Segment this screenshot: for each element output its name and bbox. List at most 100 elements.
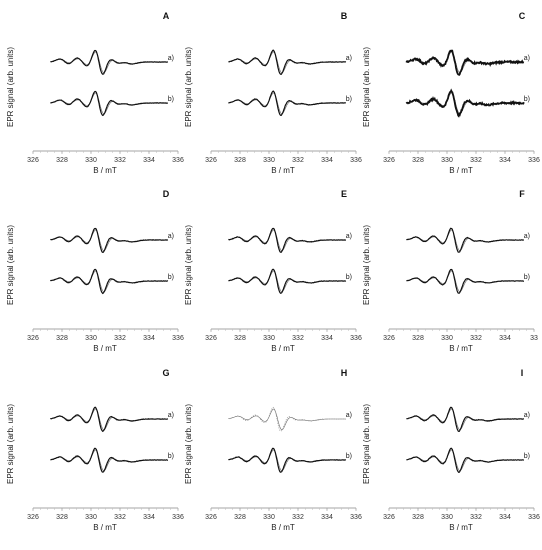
panel-letter: F bbox=[519, 189, 525, 199]
series-b: b) bbox=[50, 447, 174, 473]
x-tick-label: 332 bbox=[292, 514, 304, 521]
x-tick-label: 332 bbox=[470, 335, 482, 342]
trace-label: b) bbox=[346, 96, 352, 103]
x-tick-label: 332 bbox=[114, 157, 126, 164]
trace-label: b) bbox=[168, 453, 174, 460]
experimental-trace bbox=[406, 268, 525, 294]
experimental-trace bbox=[228, 447, 347, 473]
x-tick-label: 334 bbox=[143, 157, 155, 164]
panel-letter: E bbox=[341, 189, 347, 199]
x-tick-label: 328 bbox=[234, 335, 246, 342]
simulated-trace bbox=[50, 229, 168, 252]
trace-label: b) bbox=[524, 453, 530, 460]
x-tick-label: 326 bbox=[27, 514, 39, 521]
trace-label: a) bbox=[524, 412, 530, 419]
x-tick-label: 330 bbox=[263, 335, 275, 342]
experimental-trace bbox=[228, 268, 347, 295]
x-tick-label: 330 bbox=[85, 335, 97, 342]
panel-G: EPR signal (arb. units) 326 328 330 332 334 33… bbox=[6, 368, 184, 532]
series-b: b) bbox=[405, 88, 530, 118]
x-axis-title: B / mT bbox=[449, 166, 473, 175]
x-tick-label: 336 bbox=[528, 157, 540, 164]
x-axis-title: B / mT bbox=[271, 166, 295, 175]
trace-label: b) bbox=[346, 453, 352, 460]
panel-letter: B bbox=[341, 11, 348, 21]
x-tick-label: 336 bbox=[350, 157, 362, 164]
series-a: a) bbox=[405, 49, 530, 76]
x-axis-title: B / mT bbox=[93, 344, 117, 353]
series-b: b) bbox=[406, 268, 530, 294]
x-axis-title: B / mT bbox=[449, 344, 473, 353]
experimental-trace bbox=[228, 406, 346, 432]
series-a: a) bbox=[228, 227, 352, 253]
x-axis-title: B / mT bbox=[93, 523, 117, 532]
simulated-trace bbox=[406, 229, 524, 252]
experimental-trace bbox=[406, 447, 525, 473]
panel-D: EPR signal (arb. units) 326 328 330 332 334 33… bbox=[6, 189, 184, 353]
x-tick-label: 328 bbox=[56, 157, 68, 164]
x-axis-title: B / mT bbox=[271, 523, 295, 532]
x-tick-label: 332 bbox=[470, 514, 482, 521]
experimental-trace bbox=[50, 227, 169, 254]
x-tick-label: 328 bbox=[234, 514, 246, 521]
series-b: b) bbox=[406, 447, 530, 473]
y-axis-title: EPR signal (arb. units) bbox=[6, 404, 15, 484]
panel-A: EPR signal (arb. units) 326 328 330 332 334 33… bbox=[6, 11, 184, 175]
series-b: b) bbox=[228, 268, 352, 295]
x-axis-title: B / mT bbox=[93, 166, 117, 175]
x-axis-title: B / mT bbox=[449, 523, 473, 532]
panel-letter: D bbox=[163, 189, 170, 199]
panel-B: EPR signal (arb. units) 326 328 330 332 334 33… bbox=[184, 11, 362, 175]
x-tick-label: 330 bbox=[263, 157, 275, 164]
experimental-trace bbox=[228, 227, 346, 253]
y-axis-title: EPR signal (arb. units) bbox=[6, 47, 15, 127]
x-tick-label: 328 bbox=[412, 157, 424, 164]
series-a: a) bbox=[50, 406, 174, 433]
panel-letter: H bbox=[341, 368, 348, 378]
x-tick-label: 326 bbox=[205, 157, 217, 164]
panel-F: EPR signal (arb. units) 326 328 330 332 334 33… bbox=[362, 189, 538, 353]
x-tick-label: 328 bbox=[412, 514, 424, 521]
x-tick-label: 326 bbox=[383, 157, 395, 164]
experimental-trace bbox=[50, 49, 169, 75]
experimental-trace bbox=[50, 90, 168, 117]
x-tick-label: 336 bbox=[350, 335, 362, 342]
y-axis-title: EPR signal (arb. units) bbox=[362, 225, 371, 305]
x-tick-label: 330 bbox=[441, 157, 453, 164]
x-tick-label: 330 bbox=[441, 514, 453, 521]
experimental-trace bbox=[406, 227, 524, 253]
y-axis-title: EPR signal (arb. units) bbox=[362, 47, 371, 127]
x-tick-label: 332 bbox=[292, 157, 304, 164]
x-tick-label: 328 bbox=[56, 335, 68, 342]
panel-letter: G bbox=[162, 368, 169, 378]
trace-label: b) bbox=[168, 96, 174, 103]
series-a: a) bbox=[406, 227, 530, 253]
x-tick-label: 330 bbox=[85, 157, 97, 164]
y-axis-title: EPR signal (arb. units) bbox=[6, 225, 15, 305]
x-tick-label: 326 bbox=[27, 157, 39, 164]
series-b: b) bbox=[228, 90, 352, 117]
x-tick-label: 334 bbox=[143, 335, 155, 342]
experimental-trace bbox=[228, 49, 347, 75]
panel-letter: I bbox=[521, 368, 524, 378]
x-tick-label: 33 bbox=[530, 335, 538, 342]
series-b: b) bbox=[50, 90, 174, 117]
x-tick-label: 332 bbox=[114, 514, 126, 521]
x-tick-label: 326 bbox=[205, 335, 217, 342]
x-tick-label: 326 bbox=[205, 514, 217, 521]
x-tick-label: 336 bbox=[172, 514, 184, 521]
series-a: a) bbox=[406, 406, 530, 433]
y-axis-title: EPR signal (arb. units) bbox=[362, 404, 371, 484]
x-tick-label: 334 bbox=[499, 157, 511, 164]
x-tick-label: 336 bbox=[350, 514, 362, 521]
panel-letter: C bbox=[519, 11, 526, 21]
experimental-trace bbox=[228, 90, 346, 117]
x-tick-label: 336 bbox=[528, 514, 540, 521]
series-a: a) bbox=[50, 227, 174, 254]
experimental-trace bbox=[50, 406, 169, 433]
x-tick-label: 332 bbox=[292, 335, 304, 342]
trace-label: a) bbox=[524, 55, 530, 62]
panel-I: EPR signal (arb. units) 326 328 330 332 334 33… bbox=[362, 368, 540, 532]
x-tick-label: 330 bbox=[85, 514, 97, 521]
